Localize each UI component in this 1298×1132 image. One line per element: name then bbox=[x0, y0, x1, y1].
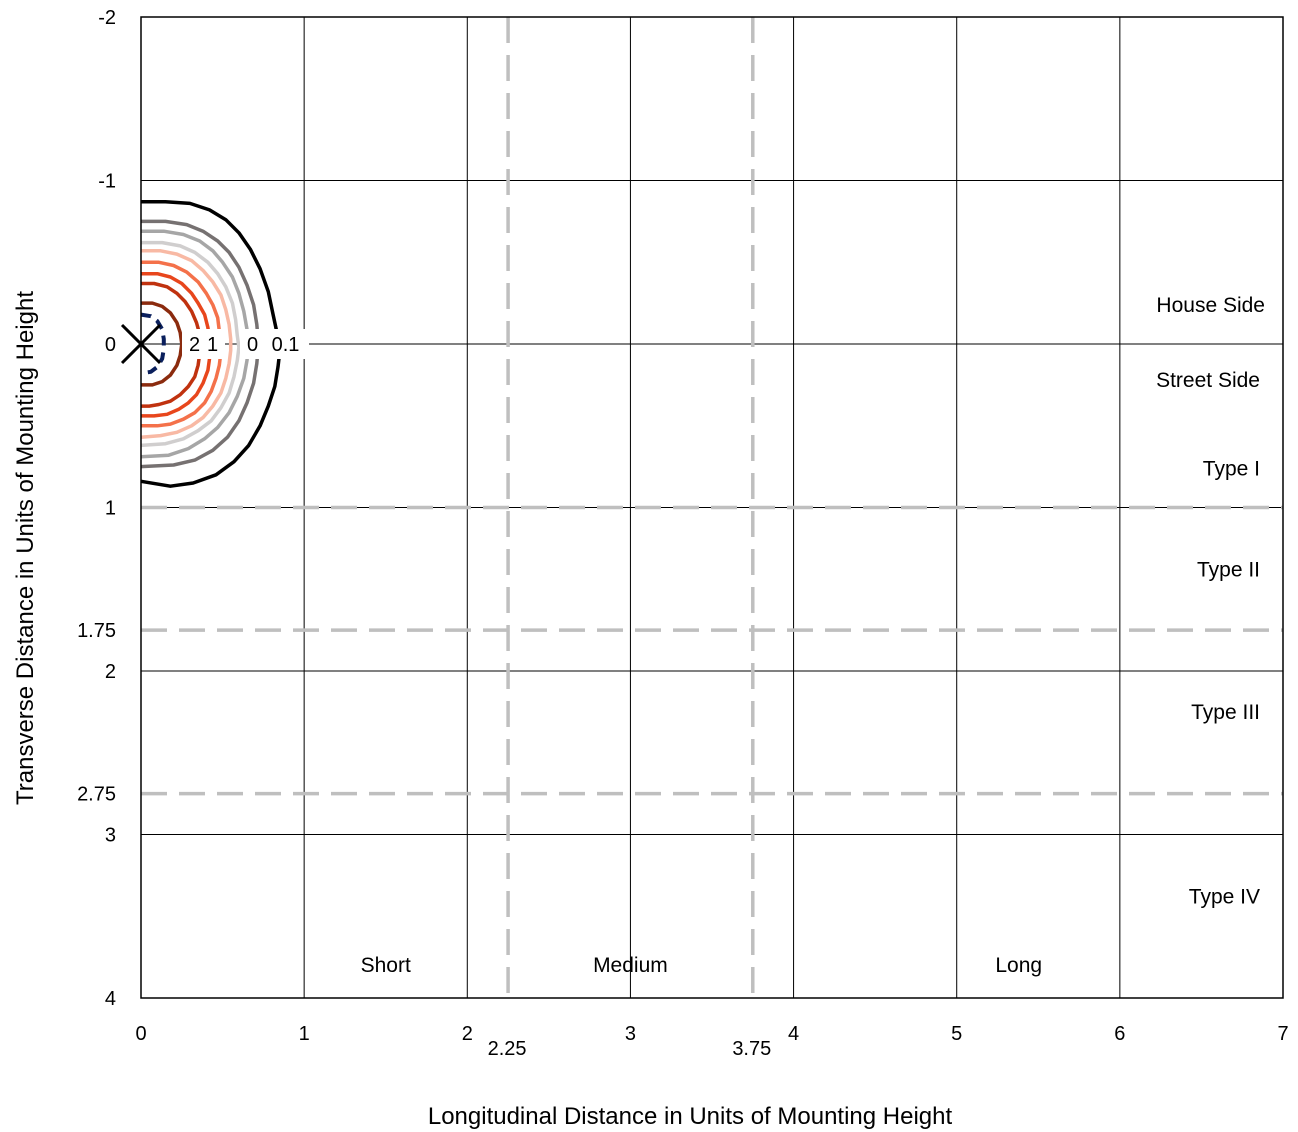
isolux-contour bbox=[141, 301, 184, 387]
longitudinal-region-label: Medium bbox=[593, 954, 668, 977]
y-tick-label: 4 bbox=[105, 988, 116, 1010]
contour-label: 0.1 bbox=[272, 334, 300, 356]
x-tick-label: 1 bbox=[299, 1023, 310, 1045]
longitudinal-region-label: Short bbox=[361, 954, 411, 977]
contour-label: 2 bbox=[189, 334, 200, 356]
x-tick-label: 2 bbox=[462, 1023, 473, 1045]
x-axis-title: Longitudinal Distance in Units of Mounti… bbox=[428, 1103, 953, 1130]
y-tick-label: 2 bbox=[105, 661, 116, 683]
y-tick-label: -2 bbox=[98, 7, 116, 29]
x-tick-label: 4 bbox=[788, 1023, 799, 1045]
x-tick-label: 3 bbox=[625, 1023, 636, 1045]
x-tick-label: 5 bbox=[951, 1023, 962, 1045]
contour-label: 1 bbox=[207, 334, 218, 356]
contour-label-bg bbox=[200, 329, 225, 359]
y-tick-label-extra: 1.75 bbox=[77, 620, 116, 642]
transverse-region-label: House Side bbox=[1156, 294, 1265, 317]
contour-label: 0 bbox=[247, 334, 258, 356]
transverse-region-label: Type II bbox=[1197, 559, 1260, 582]
y-tick-label: -1 bbox=[98, 171, 116, 193]
transverse-region-label: Type III bbox=[1191, 701, 1260, 724]
y-tick-label: 3 bbox=[105, 825, 116, 847]
x-tick-label: 6 bbox=[1114, 1023, 1125, 1045]
transverse-region-label: Street Side bbox=[1156, 369, 1260, 392]
isolux-contour bbox=[140, 240, 241, 448]
contour-label-bg bbox=[262, 329, 309, 359]
contour-labels: 2 1 0 0.1 bbox=[182, 329, 309, 359]
contour-label-bg bbox=[240, 329, 265, 359]
transverse-region-label: Type I bbox=[1203, 457, 1260, 480]
y-tick-label: 0 bbox=[105, 334, 116, 356]
x-tick-labels: 0 1 2 3 4 5 6 7 2.25 3.75 bbox=[135, 1023, 1288, 1060]
classification-lines bbox=[141, 17, 1283, 998]
plot-frame bbox=[140, 16, 1284, 999]
y-tick-label-extra: 2.75 bbox=[77, 784, 116, 806]
isolux-contour bbox=[140, 249, 233, 439]
x-tick-label: 0 bbox=[135, 1023, 146, 1045]
x-tick-label: 7 bbox=[1277, 1023, 1288, 1045]
y-tick-labels: -2 -1 0 1 2 3 4 1.75 2.75 bbox=[77, 7, 116, 1010]
y-tick-label: 1 bbox=[105, 498, 116, 520]
region-labels: House Side Street Side Type I Type II Type I… bbox=[361, 294, 1265, 977]
x-tick-label-extra: 2.25 bbox=[488, 1038, 527, 1060]
y-axis-title: Transverse Distance in Units of Mounting… bbox=[12, 291, 39, 805]
x-tick-label-extra: 3.75 bbox=[732, 1038, 771, 1060]
longitudinal-region-label: Long bbox=[995, 954, 1042, 977]
isolux-contour bbox=[140, 312, 166, 376]
transverse-region-label: Type IV bbox=[1189, 886, 1260, 909]
